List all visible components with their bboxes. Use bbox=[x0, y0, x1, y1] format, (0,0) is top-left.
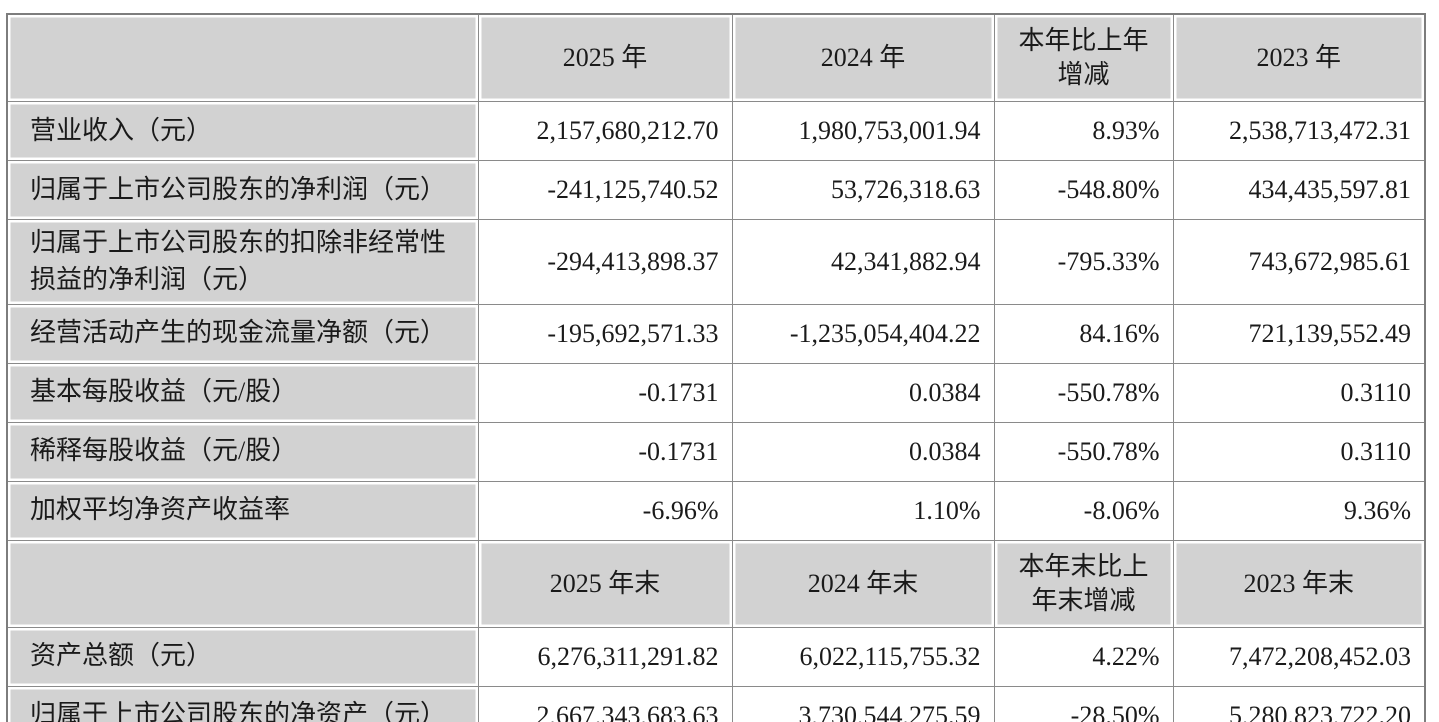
table-row-net-profit: 归属于上市公司股东的净利润（元） -241,125,740.52 53,726,… bbox=[6, 160, 1426, 220]
value-cell: -548.80% bbox=[993, 160, 1174, 220]
value-cell: 434,435,597.81 bbox=[1172, 160, 1426, 220]
col-header-yoy-change: 本年比上年 增减 bbox=[993, 13, 1174, 102]
row-label: 基本每股收益（元/股） bbox=[6, 362, 479, 423]
value-cell: 84.16% bbox=[993, 303, 1174, 364]
value-cell: 743,672,985.61 bbox=[1172, 219, 1426, 305]
table-row-weighted-avg-roe: 加权平均净资产收益率 -6.96% 1.10% -8.06% 9.36% bbox=[6, 480, 1426, 541]
value-cell: -8.06% bbox=[993, 480, 1174, 541]
table-row-diluted-eps: 稀释每股收益（元/股） -0.1731 0.0384 -550.78% 0.31… bbox=[6, 421, 1426, 482]
value-cell: 0.3110 bbox=[1172, 421, 1426, 482]
value-cell: -550.78% bbox=[993, 362, 1174, 423]
value-cell: -294,413,898.37 bbox=[477, 219, 733, 305]
value-cell: -241,125,740.52 bbox=[477, 160, 733, 220]
table-row-basic-eps: 基本每股收益（元/股） -0.1731 0.0384 -550.78% 0.31… bbox=[6, 362, 1426, 423]
col-header-2024-yearend: 2024 年末 bbox=[731, 539, 995, 628]
row-label: 营业收入（元） bbox=[6, 101, 479, 161]
value-cell: 7,472,208,452.03 bbox=[1172, 626, 1426, 687]
table-row-operating-cash-flow: 经营活动产生的现金流量净额（元） -195,692,571.33 -1,235,… bbox=[6, 303, 1426, 364]
value-cell: 9.36% bbox=[1172, 480, 1426, 541]
value-cell: 2,157,680,212.70 bbox=[477, 101, 733, 161]
value-cell: 2,667,343,683.63 bbox=[477, 685, 733, 722]
value-cell: 721,139,552.49 bbox=[1172, 303, 1426, 364]
value-cell: 2,538,713,472.31 bbox=[1172, 101, 1426, 161]
col-header-yearend-change: 本年末比上 年末增减 bbox=[993, 539, 1174, 628]
table-row-total-assets: 资产总额（元） 6,276,311,291.82 6,022,115,755.3… bbox=[6, 626, 1426, 687]
col-header-2025: 2025 年 bbox=[477, 13, 733, 102]
value-cell: 5,280,823,722.20 bbox=[1172, 685, 1426, 722]
value-cell: 8.93% bbox=[993, 101, 1174, 161]
table-row-net-assets: 归属于上市公司股东的净资产（元） 2,667,343,683.63 3,730,… bbox=[6, 685, 1426, 722]
value-cell: 0.3110 bbox=[1172, 362, 1426, 423]
value-cell: -195,692,571.33 bbox=[477, 303, 733, 364]
table-row-net-profit-excl-nonrecurring: 归属于上市公司股东的扣除非经常性 损益的净利润（元） -294,413,898.… bbox=[6, 219, 1426, 305]
col-header-2023-yearend: 2023 年末 bbox=[1172, 539, 1426, 628]
row-label: 归属于上市公司股东的净资产（元） bbox=[6, 685, 479, 722]
col-header-2023: 2023 年 bbox=[1172, 13, 1426, 102]
key-financials-table: 2025 年 2024 年 本年比上年 增减 2023 年 营业收入（元） 2,… bbox=[6, 13, 1426, 722]
value-cell: 42,341,882.94 bbox=[731, 219, 995, 305]
row-label: 稀释每股收益（元/股） bbox=[6, 421, 479, 482]
value-cell: -0.1731 bbox=[477, 421, 733, 482]
value-cell: -6.96% bbox=[477, 480, 733, 541]
yearend-header-row: 2025 年末 2024 年末 本年末比上 年末增减 2023 年末 bbox=[6, 539, 1426, 628]
value-cell: -0.1731 bbox=[477, 362, 733, 423]
value-cell: 1.10% bbox=[731, 480, 995, 541]
corner-cell bbox=[6, 539, 479, 628]
value-cell: -795.33% bbox=[993, 219, 1174, 305]
row-label: 归属于上市公司股东的扣除非经常性 损益的净利润（元） bbox=[6, 219, 479, 305]
value-cell: 4.22% bbox=[993, 626, 1174, 687]
value-cell: -28.50% bbox=[993, 685, 1174, 722]
col-header-2025-yearend: 2025 年末 bbox=[477, 539, 733, 628]
value-cell: 3,730,544,275.59 bbox=[731, 685, 995, 722]
period-header-row: 2025 年 2024 年 本年比上年 增减 2023 年 bbox=[6, 13, 1426, 102]
row-label: 归属于上市公司股东的净利润（元） bbox=[6, 160, 479, 220]
value-cell: 0.0384 bbox=[731, 362, 995, 423]
table-row-revenue: 营业收入（元） 2,157,680,212.70 1,980,753,001.9… bbox=[6, 101, 1426, 161]
value-cell: -550.78% bbox=[993, 421, 1174, 482]
col-header-2024: 2024 年 bbox=[731, 13, 995, 102]
corner-cell bbox=[6, 13, 479, 102]
row-label: 经营活动产生的现金流量净额（元） bbox=[6, 303, 479, 364]
value-cell: 6,022,115,755.32 bbox=[731, 626, 995, 687]
value-cell: 53,726,318.63 bbox=[731, 160, 995, 220]
row-label: 加权平均净资产收益率 bbox=[6, 480, 479, 541]
value-cell: 6,276,311,291.82 bbox=[477, 626, 733, 687]
value-cell: 1,980,753,001.94 bbox=[731, 101, 995, 161]
row-label: 资产总额（元） bbox=[6, 626, 479, 687]
value-cell: 0.0384 bbox=[731, 421, 995, 482]
value-cell: -1,235,054,404.22 bbox=[731, 303, 995, 364]
